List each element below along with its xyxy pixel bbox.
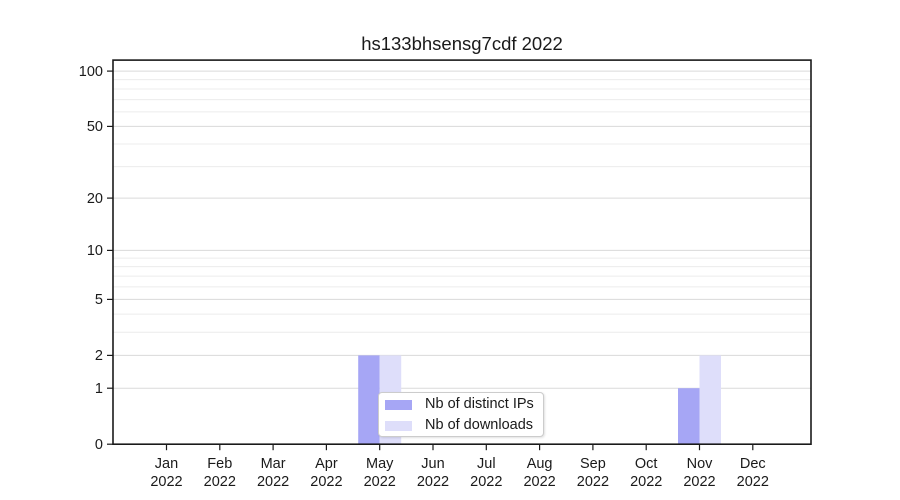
svg-text:2022: 2022 (150, 474, 182, 490)
svg-text:Nov: Nov (687, 456, 714, 472)
svg-text:5: 5 (95, 292, 103, 308)
svg-text:2022: 2022 (737, 474, 769, 490)
svg-text:20: 20 (87, 191, 103, 207)
svg-text:50: 50 (87, 119, 103, 135)
svg-text:2022: 2022 (630, 474, 662, 490)
svg-text:2022: 2022 (577, 474, 609, 490)
svg-text:2022: 2022 (417, 474, 449, 490)
svg-text:hs133bhsensg7cdf 2022: hs133bhsensg7cdf 2022 (361, 33, 563, 54)
svg-text:10: 10 (87, 243, 103, 259)
svg-text:Jun: Jun (421, 456, 444, 472)
svg-text:2022: 2022 (683, 474, 715, 490)
svg-text:Aug: Aug (527, 456, 553, 472)
svg-text:1: 1 (95, 381, 103, 397)
svg-text:2022: 2022 (364, 474, 396, 490)
svg-text:May: May (366, 456, 394, 472)
svg-text:2022: 2022 (204, 474, 236, 490)
svg-text:Jan: Jan (155, 456, 178, 472)
svg-text:Mar: Mar (261, 456, 286, 472)
svg-text:100: 100 (79, 64, 103, 80)
svg-text:Apr: Apr (315, 456, 338, 472)
svg-text:Oct: Oct (635, 456, 658, 472)
svg-text:2022: 2022 (470, 474, 502, 490)
svg-text:2022: 2022 (523, 474, 555, 490)
svg-text:Dec: Dec (740, 456, 766, 472)
svg-text:Sep: Sep (580, 456, 606, 472)
svg-text:2022: 2022 (310, 474, 342, 490)
svg-text:Feb: Feb (207, 456, 232, 472)
svg-text:0: 0 (95, 437, 103, 453)
svg-text:Jul: Jul (477, 456, 496, 472)
svg-text:2: 2 (95, 348, 103, 364)
svg-text:2022: 2022 (257, 474, 289, 490)
